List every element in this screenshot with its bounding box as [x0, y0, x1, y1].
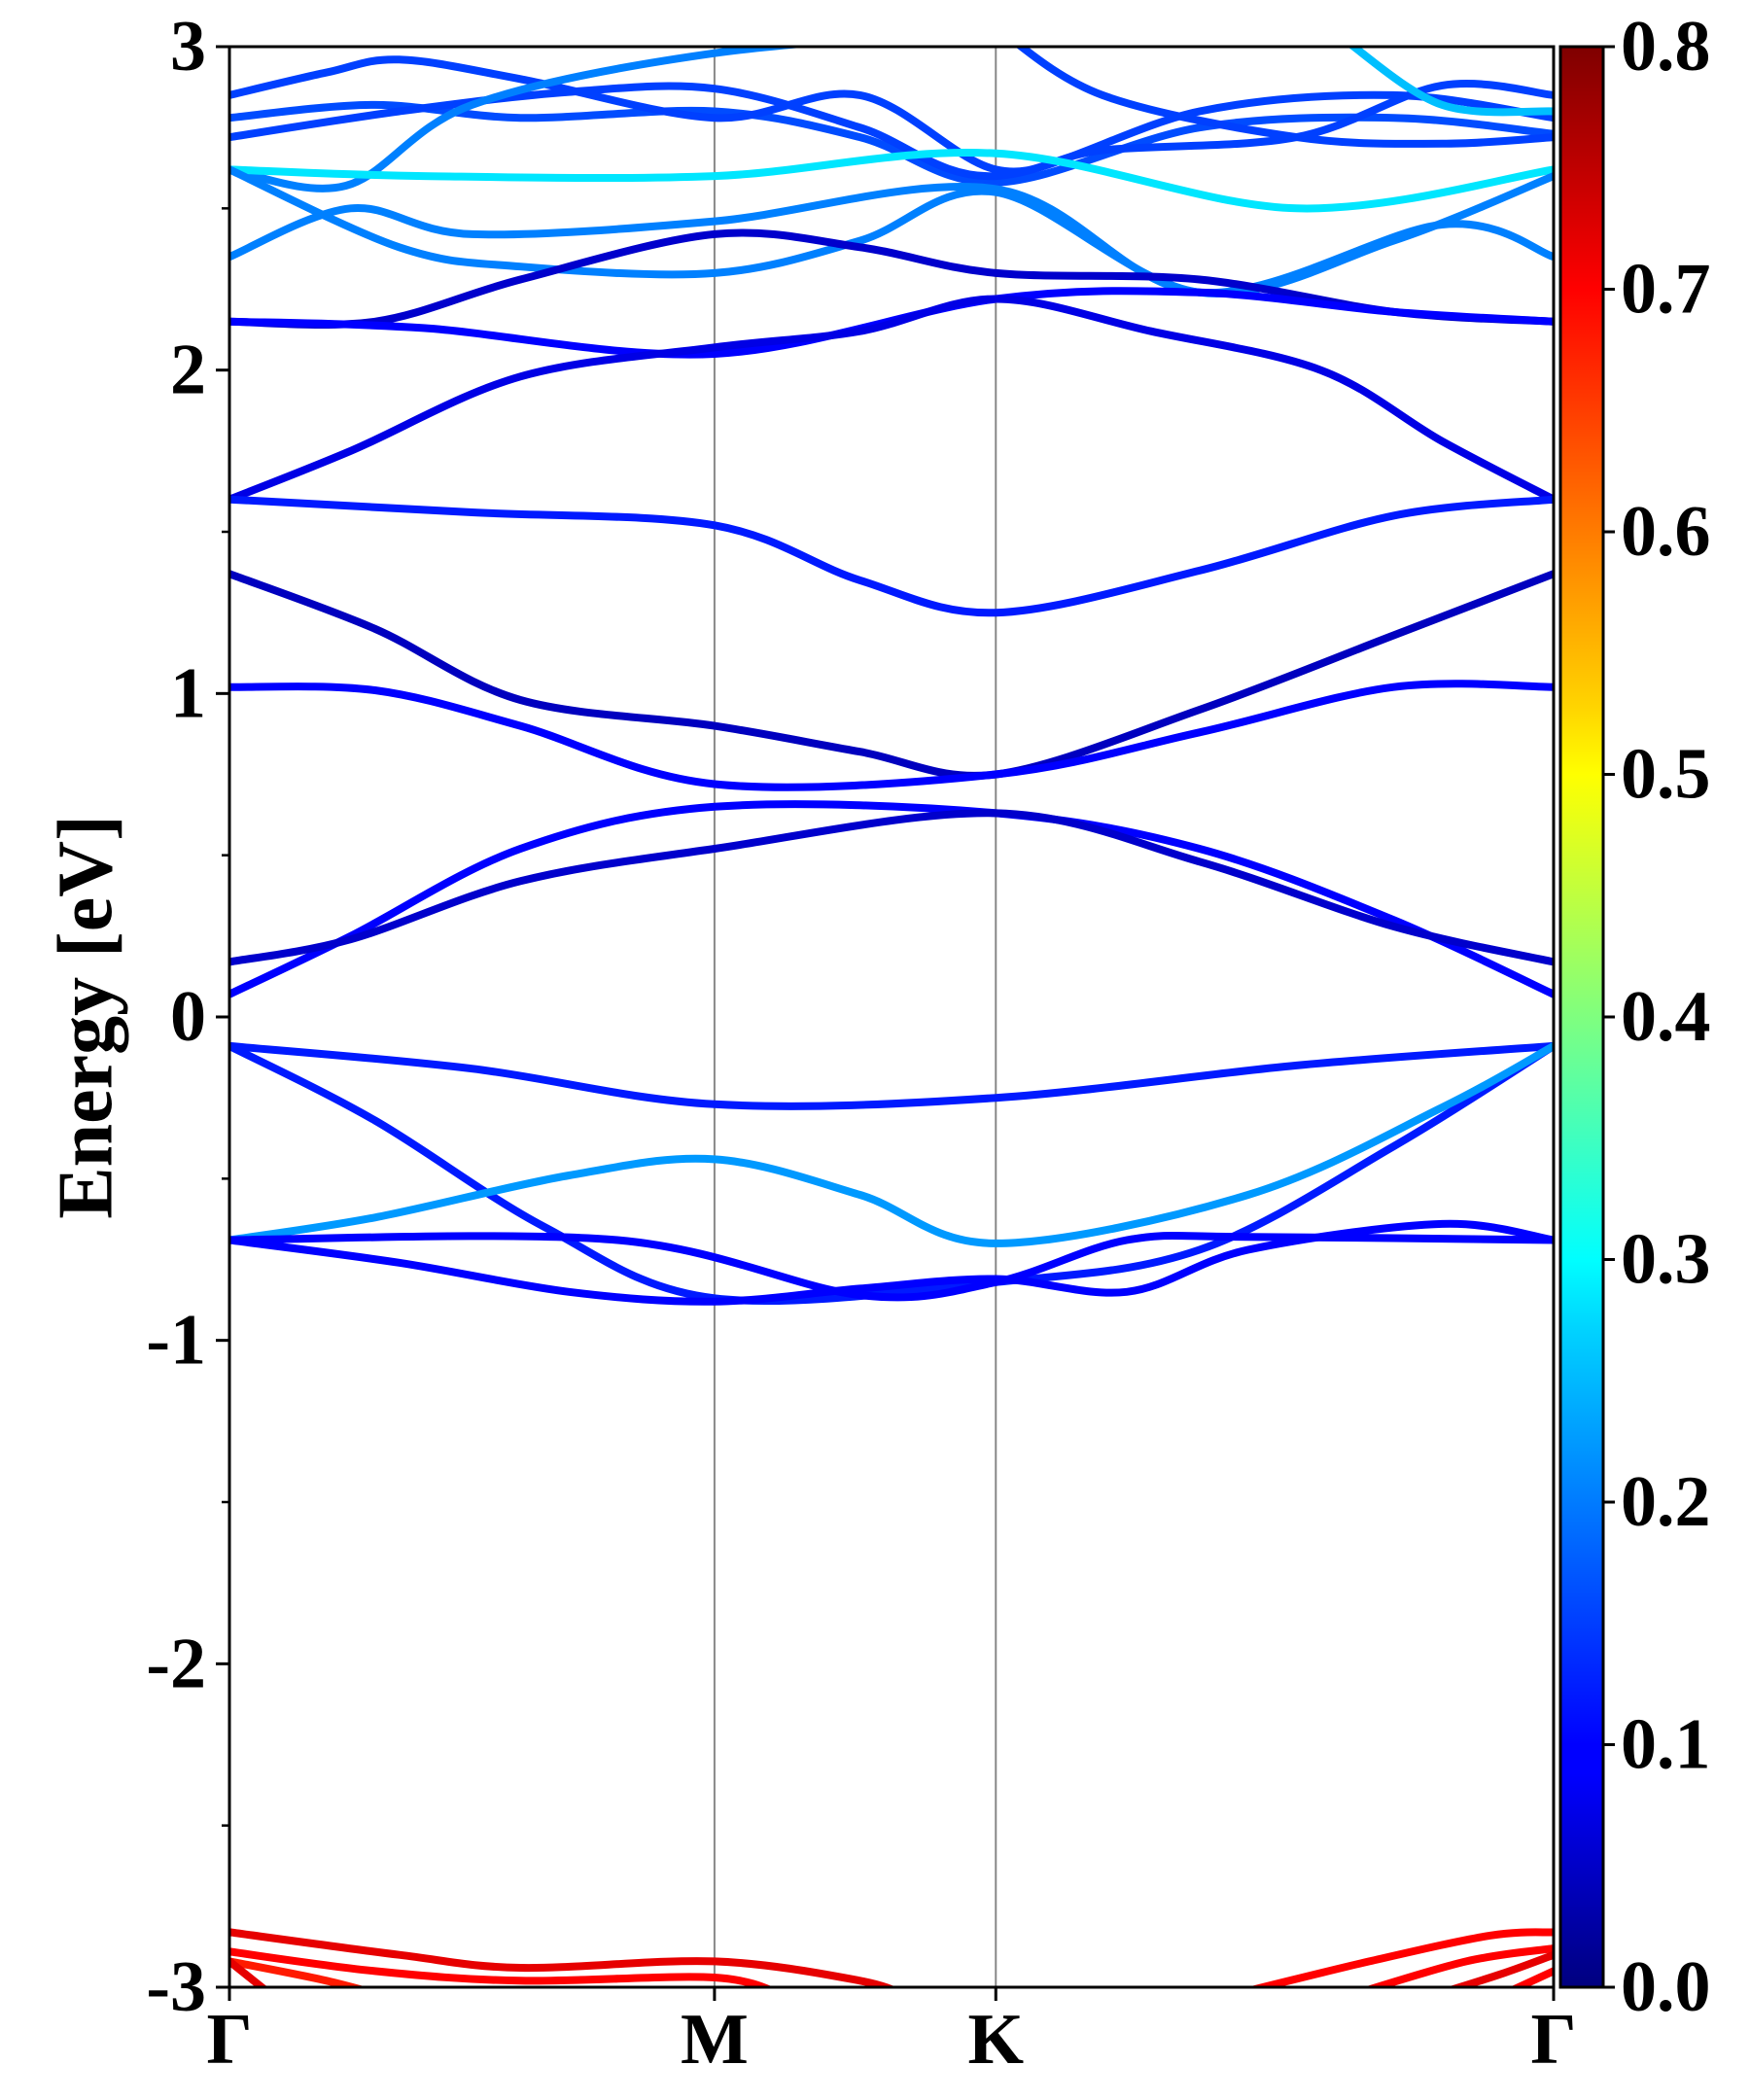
colorbar-tick-label: 0.1	[1621, 1705, 1711, 1785]
band-13	[229, 570, 1554, 780]
bands-group	[229, 47, 1554, 1987]
y-tick-label: 0	[170, 977, 206, 1057]
band-28	[1446, 1950, 1554, 1987]
band-4	[229, 148, 1554, 213]
colorbar-tick-label: 0.0	[1621, 1947, 1711, 2027]
band-12	[229, 495, 1554, 617]
band-2	[229, 55, 1554, 176]
band-17	[229, 1041, 1554, 1110]
band-5	[1015, 47, 1554, 148]
y-tick-label: 3	[170, 7, 206, 87]
colorbar: 0.0 0.1 0.2 0.3 0.4 0.5 0.6 0.7 0.8	[1558, 7, 1711, 2027]
band-25	[229, 1957, 268, 1987]
band-18	[229, 1041, 1554, 1306]
band-8	[229, 165, 1554, 298]
plot-frame	[228, 45, 1556, 1989]
band-15	[229, 800, 1554, 998]
band-3	[229, 47, 815, 192]
band-19	[229, 1041, 1554, 1247]
y-tick-label: -2	[146, 1624, 206, 1703]
band-27	[1363, 1944, 1554, 1987]
x-tick-label-0: Γ	[206, 2000, 252, 2080]
band-6	[1347, 47, 1554, 117]
colorbar-tick-label: 0.5	[1621, 735, 1711, 815]
band-24	[229, 1957, 368, 1987]
y-tick-label: -3	[146, 1947, 206, 2027]
colorbar-tick-label: 0.8	[1621, 7, 1711, 87]
band-26	[1246, 1928, 1554, 1987]
y-tick-label: 1	[170, 653, 206, 733]
band-14	[229, 680, 1554, 791]
colorbar-tick-label: 0.3	[1621, 1220, 1711, 1300]
band-16	[229, 809, 1554, 966]
colorbar-tick-label: 0.2	[1621, 1462, 1711, 1542]
colorbar-tick-label: 0.6	[1621, 492, 1711, 572]
band-29	[1509, 1967, 1554, 1987]
y-tick-label: -1	[146, 1301, 206, 1381]
y-axis: -3 -2 -1 0 1 2 3	[146, 7, 229, 2027]
y-axis-label: Energy [eV]	[43, 815, 128, 1218]
x-tick-label-3: Γ	[1530, 2000, 1576, 2080]
y-tick-label: 2	[170, 331, 206, 410]
high-symmetry-lines	[713, 47, 998, 1987]
colorbar-tick-label: 0.4	[1621, 977, 1711, 1057]
band-1	[229, 82, 1554, 181]
band-23	[229, 1947, 774, 1987]
band-22	[229, 1928, 897, 1987]
band-21	[229, 1231, 1554, 1302]
band-11	[229, 295, 1554, 504]
x-tick-label-1: M	[681, 2000, 749, 2080]
x-tick-label-2: K	[967, 2000, 1024, 2080]
colorbar-gradient	[1558, 45, 1605, 1989]
colorbar-ticks: 0.0 0.1 0.2 0.3 0.4 0.5 0.6 0.7 0.8	[1603, 7, 1711, 2027]
colorbar-tick-label: 0.7	[1621, 250, 1711, 330]
